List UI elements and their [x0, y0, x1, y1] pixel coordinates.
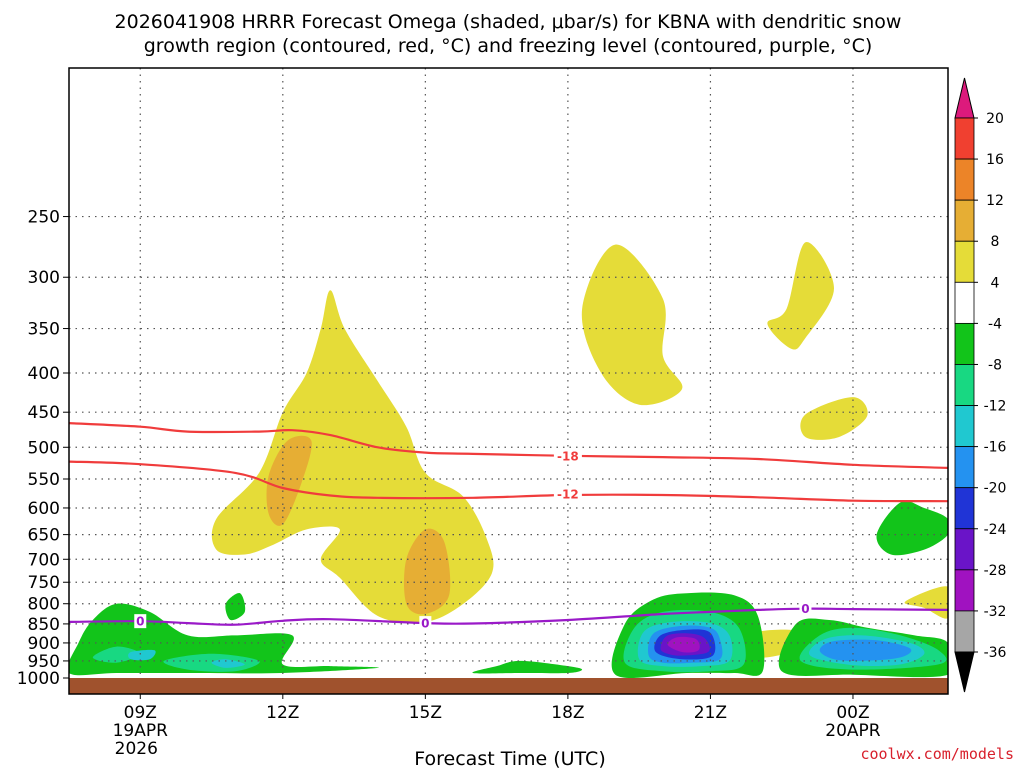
contour-label-0: 0 — [421, 617, 429, 631]
colorbar-label: -8 — [988, 357, 1002, 373]
colorbar-label: 16 — [986, 152, 1004, 168]
colorbar-bin — [954, 405, 975, 448]
contour-line-neg18 — [69, 422, 948, 469]
colorbar-label: -16 — [984, 440, 1007, 456]
y-tick-label-900: 900 — [28, 634, 60, 654]
contour-label-bg — [419, 616, 432, 631]
y-tick-label-850: 850 — [28, 615, 60, 635]
colorbar-top-triangle — [954, 77, 975, 119]
omega-region-4 — [581, 244, 683, 406]
omega-region-8 — [403, 528, 451, 615]
x-tick-year: 2026 — [115, 739, 158, 759]
colorbar-bin — [954, 322, 975, 365]
colorbar-bottom-triangle — [954, 651, 975, 693]
y-tick-label-700: 700 — [28, 550, 60, 570]
contour-line-0 — [69, 607, 948, 626]
y-tick-label-450: 450 — [28, 403, 60, 423]
y-tick-label-350: 350 — [28, 320, 60, 340]
omega-region-neg4 — [225, 593, 246, 621]
omega-region-neg12 — [128, 649, 156, 661]
colorbar-label: -32 — [984, 604, 1007, 620]
grid-lines — [69, 68, 948, 678]
y-tick-label-800: 800 — [28, 595, 60, 615]
omega-region-neg8 — [92, 646, 141, 663]
omega-region-neg16 — [819, 639, 912, 662]
x-tick-label-12Z: 12Z — [266, 703, 299, 723]
y-tick-label-250: 250 — [28, 208, 60, 228]
colorbar-bin — [954, 240, 975, 283]
x-tick-label-00Z: 00Z — [836, 703, 869, 723]
colorbar-label: -12 — [984, 399, 1007, 415]
y-tick-label-950: 950 — [28, 652, 60, 672]
omega-region-4 — [767, 241, 834, 350]
colorbar-bin — [954, 446, 975, 489]
colorbar-bin — [954, 281, 975, 324]
colorbar-bin — [954, 199, 975, 242]
y-tick-label-650: 650 — [28, 526, 60, 546]
contour-label-0: 0 — [136, 615, 144, 629]
x-tick-label-18Z: 18Z — [551, 703, 584, 723]
colorbar-bin — [954, 364, 975, 406]
y-tick-label-500: 500 — [28, 438, 60, 458]
contour-label-bg — [553, 448, 582, 463]
colorbar-label: 8 — [991, 234, 1000, 250]
colorbar-label: -20 — [984, 481, 1007, 497]
colorbar-label: -28 — [984, 563, 1007, 579]
y-tick-label-300: 300 — [28, 268, 60, 288]
colorbar-bin — [954, 569, 975, 612]
colorbar-bin — [954, 158, 975, 201]
x-axis-label: Forecast Time (UTC) — [414, 748, 605, 768]
colorbar-label: 20 — [986, 111, 1004, 127]
x-tick-date: 19APR — [113, 721, 169, 741]
colorbar: 20 16 12 8 4 -4 -8 -12 -16 -20 -24 -28 -32 -36 — [954, 77, 1007, 693]
colorbar-bin — [954, 117, 975, 160]
y-tick-label-550: 550 — [28, 470, 60, 490]
colorbar-label: -24 — [984, 522, 1007, 538]
x-tick-label-09Z: 09Z — [124, 703, 157, 723]
chart-title-line1: 2026041908 HRRR Forecast Omega (shaded, … — [115, 11, 902, 33]
omega-region-neg4 — [876, 500, 948, 556]
omega-region-neg28 — [667, 636, 700, 653]
chart-title-line2: growth region (contoured, red, °C) and f… — [144, 35, 873, 57]
contour-label-bg — [134, 614, 147, 629]
plot-frame — [68, 67, 949, 695]
y-tick-label-600: 600 — [28, 499, 60, 519]
omega-region-8 — [266, 435, 312, 526]
x-tick-label-21Z: 21Z — [694, 703, 727, 723]
ground-surface-band — [69, 678, 948, 694]
omega-shading — [69, 241, 948, 678]
omega-region-4 — [211, 290, 494, 623]
colorbar-label: 12 — [986, 193, 1004, 209]
y-tick-label-750: 750 — [28, 573, 60, 593]
credit-text: coolwx.com/models — [860, 745, 1014, 763]
colorbar-bin — [954, 528, 975, 571]
y-tick-label-400: 400 — [28, 364, 60, 384]
contour-lines: -18 -12 0 0 0 — [69, 422, 948, 631]
contour-line-neg12 — [69, 460, 948, 503]
contour-label-neg18: -18 — [557, 449, 579, 463]
omega-region-neg4 — [472, 660, 583, 674]
contour-label-bg — [799, 601, 812, 616]
contour-label-neg12: -12 — [557, 487, 579, 501]
colorbar-bin — [954, 487, 975, 530]
colorbar-label: -4 — [988, 316, 1002, 332]
colorbar-label: 4 — [991, 275, 1000, 291]
x-tick-date: 20APR — [825, 721, 881, 741]
contour-label-bg — [553, 486, 582, 501]
y-tick-label-1000: 1000 — [17, 669, 60, 689]
y-axis-ticks: 2503003504004505005506006507007508008509… — [17, 208, 69, 689]
omega-region-4 — [904, 586, 948, 619]
colorbar-label: -36 — [984, 645, 1007, 661]
omega-region-4 — [800, 397, 868, 440]
contour-label-0: 0 — [801, 602, 809, 616]
colorbar-bin — [954, 610, 975, 653]
x-tick-label-15Z: 15Z — [409, 703, 442, 723]
